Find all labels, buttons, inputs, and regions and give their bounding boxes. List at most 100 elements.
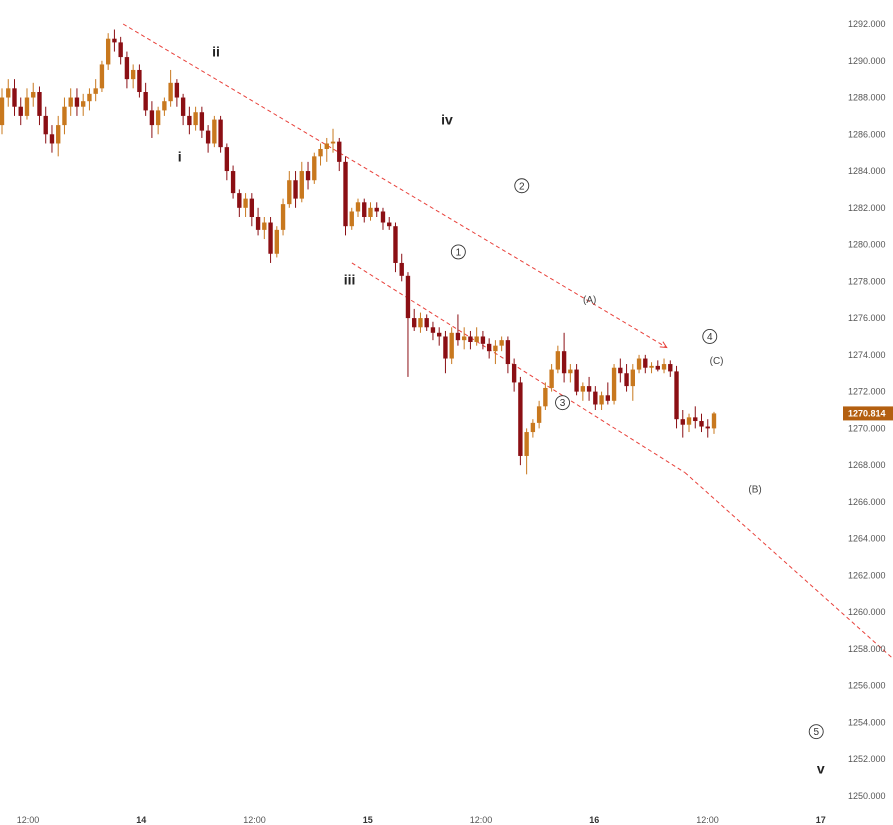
y-tick-label: 1284.000	[848, 166, 886, 176]
candle	[162, 97, 167, 116]
candle-body	[99, 64, 105, 89]
wave-label-circled: 5	[808, 724, 824, 740]
candle-body	[668, 364, 673, 372]
candle	[549, 364, 554, 392]
wave-label: 5	[813, 727, 819, 738]
candle-body	[237, 193, 242, 208]
candle	[680, 410, 685, 438]
y-tick-label: 1262.000	[848, 570, 886, 580]
y-tick-label: 1264.000	[848, 534, 886, 544]
wave-circle	[702, 329, 718, 344]
candle	[449, 327, 454, 365]
candle-body	[555, 351, 561, 370]
y-tick-label: 1250.000	[848, 791, 886, 801]
candle	[49, 125, 55, 153]
candle-body	[174, 82, 180, 98]
candle	[412, 308, 417, 331]
y-tick-label: 1252.000	[848, 754, 886, 764]
candle	[362, 198, 367, 223]
candle	[0, 88, 5, 135]
candle	[574, 364, 579, 396]
candle-body	[486, 343, 492, 352]
candle-body	[312, 156, 317, 181]
candle	[280, 198, 286, 236]
candle	[24, 88, 30, 120]
candle-body	[680, 419, 685, 425]
candle	[180, 93, 186, 126]
y-tick-label: 1266.000	[848, 497, 886, 507]
candle	[536, 400, 542, 429]
candle-body	[530, 422, 536, 433]
candle	[486, 338, 492, 359]
candle-body	[686, 417, 692, 425]
candle-body	[87, 93, 92, 102]
candle-body	[418, 318, 423, 328]
candle-body	[324, 143, 329, 149]
candle	[630, 364, 635, 401]
candle-body	[424, 318, 429, 328]
candle	[524, 428, 529, 475]
candle-body	[536, 406, 542, 423]
price-axis[interactable]: 1292.000 1290.000 1288.000 1286.000 1284.000…	[843, 19, 893, 801]
time-axis[interactable]: 12:00 14 12:00 15 12:00 16 12:00 17	[17, 815, 826, 825]
candle	[393, 222, 398, 273]
candle	[87, 88, 92, 111]
candle-body	[412, 318, 417, 328]
candle	[661, 358, 667, 374]
x-tick-label: 16	[589, 815, 599, 825]
candle-body	[661, 364, 667, 370]
candle	[599, 391, 604, 410]
candle	[437, 327, 442, 346]
candle	[118, 36, 123, 65]
candle-body	[268, 222, 273, 254]
candle-body	[586, 386, 592, 392]
candle-body	[561, 351, 567, 374]
candle	[568, 364, 573, 383]
candle	[511, 358, 517, 392]
candle-body	[468, 336, 473, 342]
candle	[137, 64, 142, 98]
candle	[499, 336, 504, 352]
candle	[374, 202, 379, 217]
candle	[337, 137, 342, 172]
candle-body	[262, 222, 267, 230]
y-tick-label: 1290.000	[848, 56, 886, 66]
candle	[93, 79, 98, 102]
wave-label: ii	[212, 44, 220, 60]
candle	[12, 79, 17, 116]
candle-body	[43, 115, 48, 135]
candle	[312, 152, 317, 184]
candle	[461, 327, 467, 350]
x-tick-label: 12:00	[17, 815, 40, 825]
candle-body	[62, 106, 67, 126]
candle-body	[399, 262, 404, 276]
candle	[643, 354, 648, 374]
y-tick-label: 1254.000	[848, 717, 886, 727]
candle-body	[287, 180, 292, 205]
candle-body	[649, 365, 654, 368]
candle	[318, 143, 323, 166]
candle-body	[574, 369, 579, 392]
candle-body	[6, 88, 11, 98]
candle	[112, 29, 117, 52]
candle-body	[149, 110, 155, 126]
candle	[105, 33, 111, 70]
candle	[43, 106, 48, 144]
candle	[37, 86, 42, 126]
candle	[174, 79, 180, 107]
candle	[68, 88, 73, 116]
candle	[224, 143, 230, 181]
y-tick-label: 1278.000	[848, 276, 886, 286]
candle	[430, 321, 436, 341]
candle	[618, 358, 623, 383]
candle-body	[493, 345, 498, 352]
candle-body	[155, 110, 161, 126]
candle-body	[355, 202, 361, 212]
candle	[424, 314, 429, 331]
x-tick-label: 12:00	[696, 815, 719, 825]
candle	[343, 156, 348, 236]
candle-body	[105, 38, 111, 65]
candle-body	[68, 97, 73, 107]
candle-body	[293, 180, 298, 199]
